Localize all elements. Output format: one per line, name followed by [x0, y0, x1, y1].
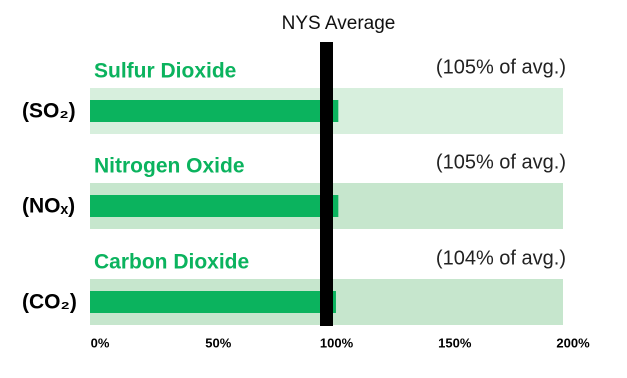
- x-tick-label: 0%: [91, 335, 110, 350]
- x-tick-label: 50%: [205, 335, 231, 350]
- bar: [90, 100, 339, 122]
- category-label: Carbon Dioxide: [94, 251, 249, 274]
- category-label: Sulfur Dioxide: [94, 60, 236, 83]
- x-tick-label: 150%: [438, 335, 472, 350]
- value-label: (105% of avg.): [436, 56, 566, 78]
- x-tick-label: 200%: [556, 335, 590, 350]
- value-label: (104% of avg.): [436, 247, 566, 269]
- formula-label: (NOₓ): [22, 195, 75, 218]
- reference-label: NYS Average: [282, 13, 396, 34]
- value-label: (105% of avg.): [436, 151, 566, 173]
- formula-label: (SO₂): [22, 100, 76, 123]
- x-tick-label: 100%: [320, 335, 354, 350]
- reference-line: [320, 42, 333, 326]
- bar: [90, 291, 336, 313]
- category-label: Nitrogen Oxide: [94, 155, 245, 178]
- formula-label: (CO₂): [22, 291, 77, 314]
- bar: [90, 195, 339, 217]
